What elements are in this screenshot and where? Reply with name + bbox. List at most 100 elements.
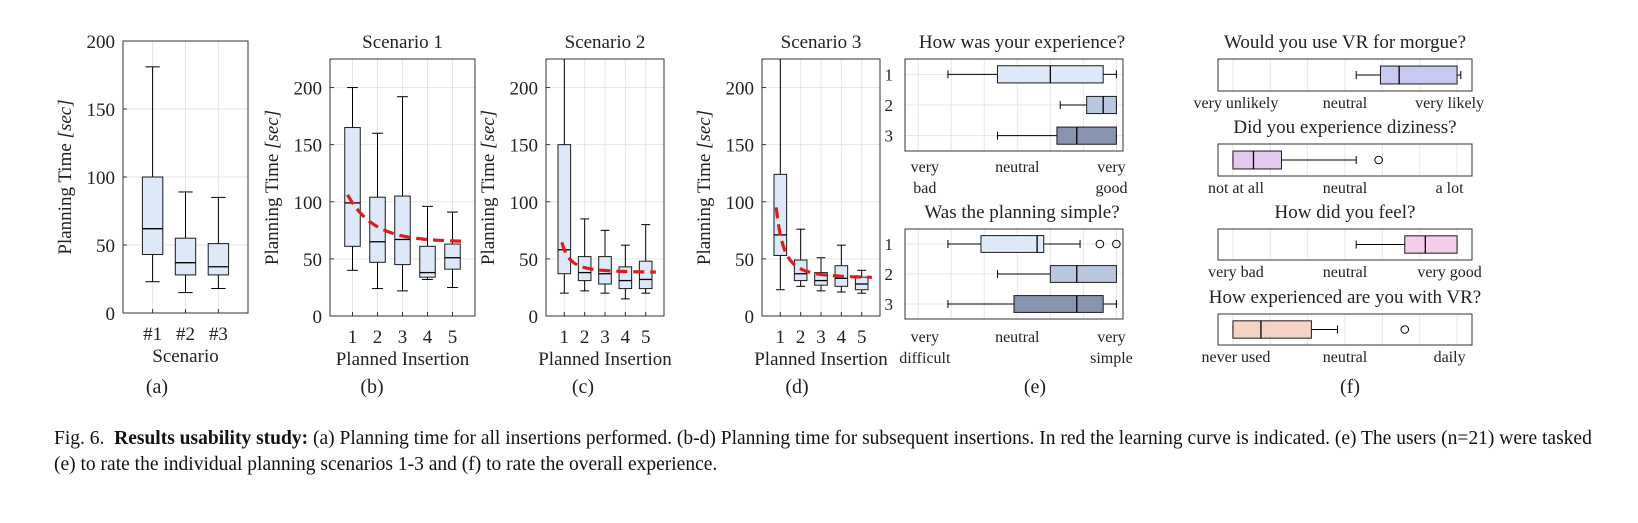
row-label: 2 [885, 96, 894, 115]
panel-label: (a) [146, 376, 168, 398]
likert-block-3 [1217, 228, 1473, 261]
chart-title: Scenario 1 [362, 32, 443, 53]
x-tick-label: 2 [373, 327, 383, 348]
box-1 [773, 59, 788, 291]
panel-label: (b) [360, 376, 383, 398]
axes-frame [904, 228, 1124, 320]
x-tick-label: 4 [423, 327, 433, 348]
caption-bold-title: Results usability study: [114, 428, 309, 449]
box-iqr [419, 245, 436, 278]
box-5 [444, 211, 461, 288]
y-tick-label: 100 [726, 193, 755, 214]
y-tick-label: 0 [529, 307, 539, 328]
axes-frame [904, 58, 1124, 152]
row-label: 2 [885, 265, 894, 284]
box-2 [369, 132, 386, 290]
likert-row-1 [947, 235, 1121, 253]
box-iqr [344, 127, 361, 247]
y-tick-label: 100 [294, 193, 323, 214]
box-iqr [174, 237, 197, 276]
x-tick-label: 3 [816, 327, 826, 348]
scale-label: a lot [1436, 180, 1465, 197]
x-tick-label: 4 [837, 327, 847, 348]
box-iqr [980, 235, 1045, 253]
caption-fig-label: Fig. 6. [54, 428, 105, 449]
x-tick-label: 5 [448, 327, 458, 348]
x-tick-label: 2 [580, 327, 590, 348]
box-3 [394, 96, 411, 292]
box-iqr [444, 243, 461, 270]
likert-row-3 [947, 295, 1117, 313]
x-tick-label: #3 [209, 324, 228, 345]
x-tick-label: 4 [621, 327, 631, 348]
scale-label: simple [1090, 350, 1133, 367]
row-label: 1 [885, 65, 894, 84]
x-tick-label: #2 [176, 324, 195, 345]
scale-label: neutral [1323, 264, 1368, 281]
outlier-point [1112, 239, 1121, 249]
y-axis-label: Planning Time [sec] [262, 110, 283, 265]
chart-title: How was your experience? [919, 32, 1125, 53]
box-iqr [1232, 320, 1312, 339]
x-tick-label: 3 [600, 327, 610, 348]
learning-curve [560, 241, 657, 274]
panel-label: (e) [1024, 376, 1046, 398]
y-tick-label: 200 [726, 79, 755, 100]
row-label: 1 [885, 235, 894, 254]
likert-block-4 [1217, 313, 1473, 346]
x-tick-label: #1 [143, 324, 162, 345]
scale-label: very unlikely [1194, 95, 1279, 112]
box-5 [638, 224, 653, 294]
y-tick-label: 0 [745, 307, 755, 328]
box-iqr [638, 260, 653, 290]
y-axis-label: Planning Time [sec] [694, 110, 715, 265]
box-iqr [1056, 126, 1117, 145]
chart-title: Scenario 2 [565, 32, 646, 53]
x-axis-label: Planned Insertion [336, 349, 470, 370]
scale-label: good [1095, 180, 1127, 197]
chart-title: How experienced are you with VR? [1209, 287, 1481, 308]
box-5 [854, 269, 869, 294]
box-1 [141, 66, 164, 283]
box-3 [207, 196, 230, 290]
chart-title: How did you feel? [1275, 202, 1416, 223]
scale-label: neutral [1323, 349, 1368, 366]
likert-row-3 [996, 126, 1117, 145]
scale-label: neutral [995, 159, 1040, 176]
box-iqr [207, 243, 230, 276]
box-iqr [369, 196, 386, 263]
y-tick-label: 100 [87, 168, 116, 189]
y-tick-label: 150 [726, 136, 755, 157]
y-tick-label: 200 [294, 79, 323, 100]
box-2 [174, 191, 197, 294]
x-tick-label: 3 [398, 327, 408, 348]
box-iqr [1404, 235, 1458, 254]
scale-label: neutral [995, 329, 1040, 346]
scale-label: very good [1417, 264, 1481, 281]
axes-frame [1217, 313, 1473, 346]
scale-label: bad [913, 180, 936, 197]
box-iqr [1232, 150, 1282, 170]
x-tick-label: 1 [348, 327, 358, 348]
x-tick-label: 5 [641, 327, 651, 348]
panel-label: (c) [572, 376, 594, 398]
outlier-point [1095, 239, 1105, 249]
caption-body: (a) Planning time for all insertions per… [54, 428, 1592, 475]
chart-title: Scenario 3 [781, 32, 862, 53]
likert-row-2 [1059, 95, 1117, 115]
box-iqr [394, 195, 411, 266]
box-4 [834, 244, 849, 293]
box-1 [344, 87, 361, 271]
box-4 [419, 205, 436, 280]
x-axis-label: Scenario [152, 346, 218, 367]
learning-curve [346, 193, 465, 243]
scale-label: very [911, 329, 939, 346]
likert-block-2 [1217, 143, 1473, 177]
x-tick-label: 5 [857, 327, 867, 348]
likert-row-2 [996, 265, 1117, 283]
box-2 [793, 228, 808, 287]
x-tick-label: 1 [776, 327, 786, 348]
chart-title: Was the planning simple? [924, 202, 1119, 223]
likert-row-1 [947, 65, 1117, 84]
box-iqr [1013, 295, 1104, 313]
